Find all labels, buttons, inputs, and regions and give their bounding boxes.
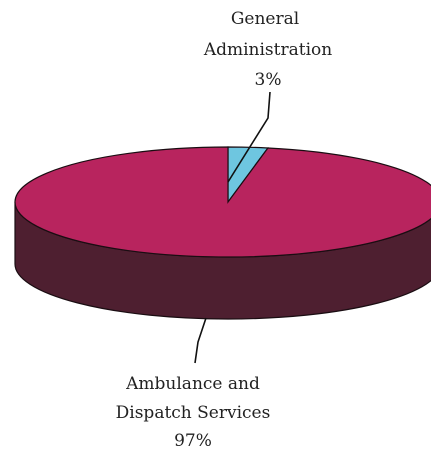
slice-percent-ambulance-dispatch: 97% (174, 431, 212, 451)
leader-line-ambulance-dispatch (194, 317, 207, 364)
pie-layer (14, 146, 431, 320)
slice-label-line-dispatch: Dispatch Services (116, 403, 271, 423)
slice-label-line-ambulance: Ambulance and (125, 374, 260, 394)
leader-line-general-administration (227, 91, 271, 183)
slice-label-line-general: General (231, 9, 299, 29)
pie-slice-top-1 (14, 146, 431, 258)
slice-percent-general-administration: 3% (255, 70, 282, 90)
slice-label-line-administration: Administration (203, 40, 332, 60)
